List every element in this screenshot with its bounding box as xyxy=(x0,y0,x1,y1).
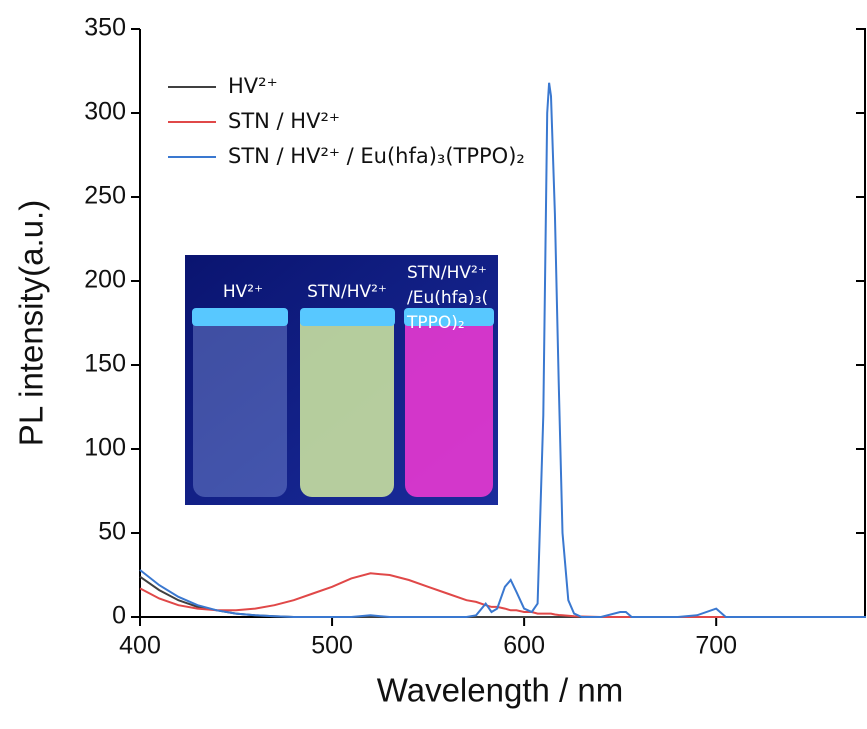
y-axis-title: PL intensity(a.u.) xyxy=(13,200,50,446)
y-tick-label: 350 xyxy=(84,14,126,42)
x-tick-label: 700 xyxy=(695,632,737,660)
legend-label: STN / HV²⁺ xyxy=(228,109,340,133)
x-tick-label: 400 xyxy=(119,632,161,660)
x-axis-title: Wavelength / nm xyxy=(377,672,623,709)
inset-label: STN/HV²⁺ xyxy=(407,263,487,283)
x-tick-label: 600 xyxy=(503,632,545,660)
legend-label: STN / HV²⁺ / Eu(hfa)₃(TPPO)₂ xyxy=(228,144,525,168)
y-tick-label: 200 xyxy=(84,266,126,294)
y-tick-label: 50 xyxy=(98,518,126,546)
inset-label: TPPO)₂ xyxy=(406,313,465,333)
inset-label: /Eu(hfa)₃( xyxy=(407,288,488,308)
data-line xyxy=(139,575,866,618)
inset-label: STN/HV²⁺ xyxy=(307,282,387,302)
inset-label: HV²⁺ xyxy=(223,282,263,302)
y-tick-label: 250 xyxy=(84,182,126,210)
x-tick-label: 500 xyxy=(311,632,353,660)
data-line xyxy=(139,82,866,618)
y-tick-label: 150 xyxy=(84,350,126,378)
y-tick-label: 0 xyxy=(112,602,126,630)
y-tick-label: 300 xyxy=(84,98,126,126)
legend-label: HV²⁺ xyxy=(228,74,278,98)
y-tick-label: 100 xyxy=(84,434,126,462)
inset-photo xyxy=(185,255,498,505)
